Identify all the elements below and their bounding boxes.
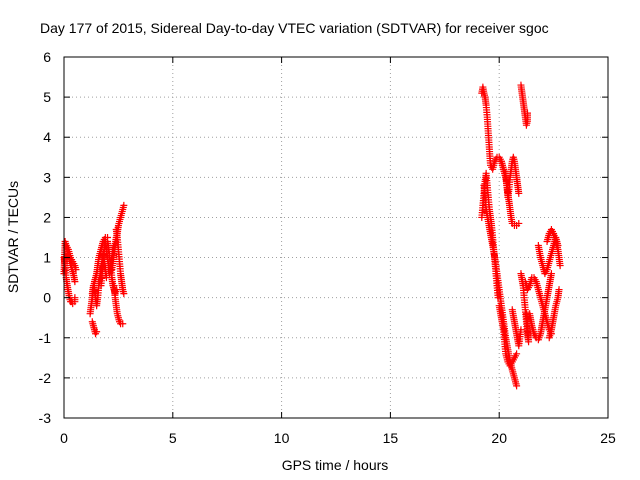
y-tick-label: 4 [43,129,51,145]
y-tick-label: 3 [43,169,51,185]
data-point [71,278,79,286]
data-point [120,290,128,298]
y-tick-label: 1 [43,250,51,266]
y-axis-label: SDTVAR / TECUs [5,181,21,293]
data-point [555,286,563,294]
x-tick-label: 0 [60,430,68,446]
plot-frame [63,56,609,419]
y-tick-label: -1 [39,330,52,346]
x-tick-label: 10 [274,430,290,446]
data-point [119,320,127,328]
y-tick-label: -3 [39,410,52,426]
data-point [547,270,555,278]
y-tick-labels: -3 -2 -1 0 1 2 3 4 5 6 [39,49,52,426]
axis-ticks [63,56,609,419]
y-tick-label: 6 [43,49,51,65]
x-tick-label: 25 [600,430,616,446]
data-point [517,326,525,334]
data-point [72,266,80,274]
y-tick-label: -2 [39,370,52,386]
data-point [93,328,101,336]
x-tick-labels: 0 5 10 15 20 25 [60,430,616,446]
x-tick-label: 15 [383,430,399,446]
y-tick-label: 2 [43,209,51,225]
data-point [515,219,523,227]
grid [64,57,608,418]
data-point [71,294,79,302]
data-point [120,201,128,209]
x-axis-label: GPS time / hours [282,457,389,473]
data-point [515,189,523,197]
data-point [556,262,564,270]
x-tick-label: 5 [169,430,177,446]
y-tick-label: 0 [43,290,51,306]
chart-title: Day 177 of 2015, Sidereal Day-to-day VTE… [40,20,549,36]
data-point [513,350,521,358]
data-point [523,109,531,117]
data-point [513,382,521,390]
data-points [60,81,564,390]
x-tick-label: 20 [491,430,507,446]
y-tick-label: 5 [43,89,51,105]
